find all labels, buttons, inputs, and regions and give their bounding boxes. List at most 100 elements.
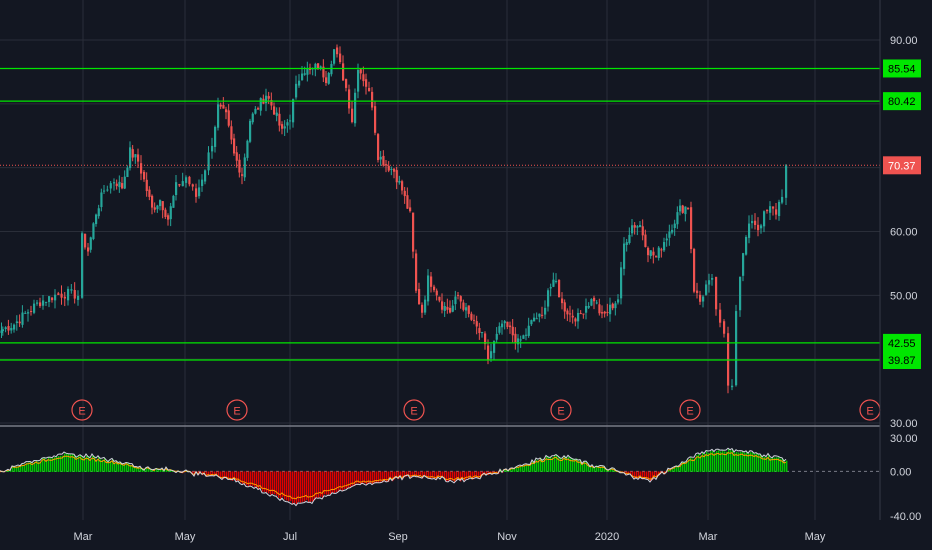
- macd-histogram-bar: [220, 471, 222, 479]
- earnings-marker-label: E: [866, 406, 873, 418]
- macd-histogram-bar: [152, 469, 154, 472]
- candle-body: [585, 306, 588, 313]
- candle-body: [590, 299, 593, 306]
- candle-body: [475, 321, 478, 327]
- macd-histogram-bar: [294, 471, 296, 504]
- candle-body: [462, 302, 465, 310]
- earnings-marker[interactable]: E: [550, 399, 572, 421]
- earnings-marker[interactable]: E: [71, 399, 93, 421]
- macd-histogram-bar: [444, 471, 446, 480]
- macd-tick-label: -40.00: [890, 511, 921, 523]
- candle-body: [625, 242, 628, 245]
- price-axis[interactable]: 90.00 60.00 50.00 30.00 70.37 85.54 80.42 42.55…: [883, 35, 921, 523]
- macd-histogram-bar: [120, 462, 122, 472]
- candle-body: [487, 345, 490, 361]
- macd-histogram-bar: [288, 471, 290, 502]
- macd-histogram-bar: [530, 464, 532, 472]
- macd-histogram-bar: [358, 471, 360, 484]
- macd-histogram-bar: [714, 452, 716, 472]
- candle-body: [660, 249, 663, 251]
- candle-body: [121, 183, 124, 189]
- earnings-marker-label: E: [233, 406, 240, 418]
- time-axis[interactable]: Mar May Jul Sep Nov 2020 Mar May: [74, 531, 826, 543]
- macd-histogram-bar: [224, 471, 226, 479]
- macd-histogram-bar: [250, 471, 252, 486]
- macd-histogram-bar: [204, 471, 206, 474]
- candle-body: [606, 311, 609, 313]
- macd-histogram-bar: [354, 471, 356, 486]
- candle-body: [739, 276, 742, 311]
- time-tick-label: 2020: [595, 531, 619, 543]
- candle-body: [441, 301, 444, 310]
- candle-body: [525, 334, 528, 336]
- candle-body: [148, 189, 151, 197]
- macd-histogram-bar: [350, 471, 352, 487]
- candle-body: [81, 233, 84, 298]
- macd-histogram-bar: [438, 471, 440, 478]
- macd-histogram-bar: [380, 471, 382, 482]
- earnings-marker[interactable]: E: [403, 399, 425, 421]
- candle-body: [359, 69, 362, 74]
- candle-body: [693, 248, 696, 292]
- earnings-marker[interactable]: E: [679, 399, 701, 421]
- macd-histogram-bar: [156, 467, 158, 472]
- candle-body: [109, 183, 112, 189]
- candle-body: [430, 276, 433, 287]
- macd-histogram-bar: [242, 471, 244, 484]
- macd-histogram-bar: [276, 471, 278, 496]
- macd-histogram-bar: [78, 455, 80, 472]
- candle-body: [18, 321, 21, 324]
- price-tick-label: 90.00: [890, 35, 918, 47]
- macd-histogram-bar: [680, 465, 682, 472]
- macd-histogram-bar: [668, 469, 670, 472]
- candle-body: [705, 284, 708, 295]
- macd-histogram-bar: [700, 455, 702, 472]
- candle-body: [374, 106, 377, 133]
- macd-histogram-bar: [146, 467, 148, 472]
- candle-body: [51, 297, 54, 301]
- macd-histogram-bar: [316, 471, 318, 498]
- horizontal-levels[interactable]: [0, 67, 880, 361]
- macd-histogram-bar: [560, 458, 562, 472]
- macd-histogram-bar: [468, 471, 470, 479]
- candle-body: [97, 208, 100, 217]
- macd-histogram-bar: [604, 466, 606, 472]
- macd-histogram-bar: [786, 460, 788, 472]
- macd-histogram-bar: [594, 467, 596, 472]
- candle-body: [322, 66, 325, 78]
- candle-body: [339, 53, 342, 63]
- macd-histogram-bar: [332, 471, 334, 494]
- price-pane-bg: [0, 0, 880, 425]
- candle-body: [454, 296, 457, 305]
- candle-body: [325, 77, 328, 84]
- macd-histogram-bar: [654, 471, 656, 478]
- candle-body: [555, 280, 558, 282]
- candle-body: [696, 290, 699, 293]
- candle-body: [769, 206, 772, 213]
- candle-body: [535, 318, 538, 320]
- macd-histogram-bar: [240, 471, 242, 483]
- macd-histogram-bar: [676, 465, 678, 472]
- candle-body: [267, 96, 270, 99]
- candle-body: [403, 190, 406, 197]
- candle-body: [333, 49, 336, 64]
- macd-histogram-bar: [656, 471, 658, 479]
- candle-body: [281, 124, 284, 129]
- macd-histogram-bar: [580, 460, 582, 472]
- candle-body: [421, 304, 424, 313]
- macd-histogram-bar: [268, 471, 270, 494]
- candle-body: [644, 234, 647, 247]
- candle-body: [522, 335, 525, 339]
- candle-body: [723, 321, 726, 334]
- macd-histogram-bar: [410, 471, 412, 478]
- candle-body: [257, 108, 260, 110]
- macd-line: [0, 447, 787, 507]
- candle-body: [387, 165, 390, 171]
- candle-body: [319, 66, 322, 68]
- candle-body: [129, 147, 132, 168]
- macd-histogram-bar: [372, 471, 374, 485]
- earnings-marker[interactable]: E: [226, 399, 248, 421]
- candle-body: [233, 138, 236, 154]
